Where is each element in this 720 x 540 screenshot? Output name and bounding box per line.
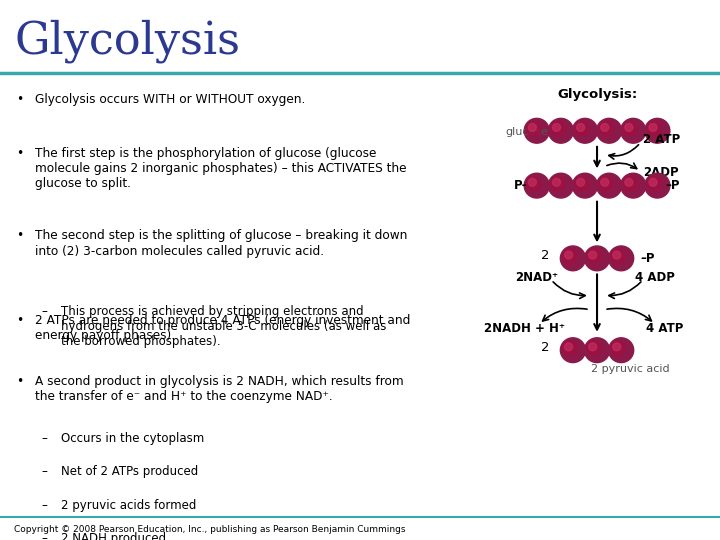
Text: The second step is the splitting of glucose – breaking it down
into (2) 3-carbon: The second step is the splitting of gluc…	[35, 230, 407, 258]
Circle shape	[585, 246, 610, 271]
Text: 2NAD⁺: 2NAD⁺	[516, 271, 558, 284]
Text: Glycolysis:: Glycolysis:	[557, 88, 637, 101]
Circle shape	[645, 118, 670, 143]
Circle shape	[599, 177, 613, 191]
Circle shape	[577, 178, 585, 186]
Text: Occurs in the cytoplasm: Occurs in the cytoplasm	[61, 432, 204, 445]
Circle shape	[528, 178, 536, 186]
Text: •: •	[16, 230, 23, 242]
Text: •: •	[16, 314, 23, 327]
Circle shape	[613, 251, 621, 259]
Circle shape	[621, 173, 646, 198]
Circle shape	[613, 343, 621, 351]
Circle shape	[564, 343, 572, 351]
Text: 2 NADH produced: 2 NADH produced	[61, 532, 166, 540]
Text: Glycolysis occurs WITH or WITHOUT oxygen.: Glycolysis occurs WITH or WITHOUT oxygen…	[35, 93, 305, 106]
Text: P–: P–	[514, 179, 528, 192]
Text: 2: 2	[541, 341, 549, 354]
Circle shape	[560, 246, 585, 271]
Text: 2: 2	[541, 249, 549, 262]
Circle shape	[552, 124, 560, 131]
Circle shape	[575, 177, 590, 191]
Circle shape	[563, 249, 577, 264]
Text: 4 ADP: 4 ADP	[635, 271, 675, 284]
Circle shape	[621, 118, 646, 143]
Text: •: •	[16, 93, 23, 106]
Text: Net of 2 ATPs produced: Net of 2 ATPs produced	[61, 465, 199, 478]
Circle shape	[625, 124, 633, 131]
Text: 2 pyruvic acids formed: 2 pyruvic acids formed	[61, 499, 197, 512]
Circle shape	[526, 177, 541, 191]
Circle shape	[589, 251, 597, 259]
Circle shape	[589, 343, 597, 351]
Circle shape	[623, 177, 638, 191]
Circle shape	[549, 173, 573, 198]
Text: Glycolysis: Glycolysis	[14, 19, 240, 63]
Text: –: –	[42, 305, 48, 318]
Circle shape	[597, 173, 621, 198]
Text: The first step is the phosphorylation of glucose (glucose
molecule gains 2 inorg: The first step is the phosphorylation of…	[35, 147, 406, 190]
Text: 2 ATP: 2 ATP	[643, 133, 680, 146]
Circle shape	[645, 173, 670, 198]
Circle shape	[608, 338, 634, 362]
Text: –P: –P	[641, 252, 655, 265]
Text: –: –	[42, 499, 48, 512]
Circle shape	[647, 122, 662, 136]
Circle shape	[649, 178, 657, 186]
Circle shape	[572, 118, 598, 143]
Circle shape	[587, 249, 601, 264]
Circle shape	[551, 122, 565, 136]
Circle shape	[526, 122, 541, 136]
Text: 2ADP: 2ADP	[643, 166, 678, 179]
Text: 2 ATPs are needed to produce 4 ATPs (energy investment and
energy payoff phases): 2 ATPs are needed to produce 4 ATPs (ene…	[35, 314, 410, 342]
Circle shape	[575, 122, 590, 136]
Circle shape	[528, 124, 536, 131]
Text: •: •	[16, 147, 23, 160]
Text: A second product in glycolysis is 2 NADH, which results from
the transfer of e⁻ : A second product in glycolysis is 2 NADH…	[35, 375, 403, 403]
Circle shape	[587, 341, 601, 355]
Text: This process is achieved by stripping electrons and
hydrogens from the unstable : This process is achieved by stripping el…	[61, 305, 387, 348]
Circle shape	[599, 122, 613, 136]
Text: –P: –P	[666, 179, 680, 192]
Circle shape	[597, 118, 621, 143]
Circle shape	[524, 118, 549, 143]
Circle shape	[608, 246, 634, 271]
Text: 2 pyruvic acid: 2 pyruvic acid	[590, 364, 670, 374]
Circle shape	[623, 122, 638, 136]
Text: •: •	[16, 375, 23, 388]
Circle shape	[524, 173, 549, 198]
Text: glucose: glucose	[505, 127, 549, 137]
Circle shape	[551, 177, 565, 191]
Circle shape	[560, 338, 585, 362]
Text: –: –	[42, 465, 48, 478]
Circle shape	[611, 249, 626, 264]
Text: 4 ATP: 4 ATP	[646, 322, 683, 335]
Circle shape	[649, 124, 657, 131]
Circle shape	[611, 341, 626, 355]
Text: 2NADH + H⁺: 2NADH + H⁺	[484, 322, 565, 335]
Circle shape	[585, 338, 610, 362]
Circle shape	[552, 178, 560, 186]
Circle shape	[549, 118, 573, 143]
Circle shape	[577, 124, 585, 131]
Circle shape	[563, 341, 577, 355]
Circle shape	[564, 251, 572, 259]
Circle shape	[625, 178, 633, 186]
Circle shape	[647, 177, 662, 191]
Circle shape	[600, 178, 608, 186]
Text: –: –	[42, 432, 48, 445]
Circle shape	[572, 173, 598, 198]
Circle shape	[600, 124, 608, 131]
Text: Copyright © 2008 Pearson Education, Inc., publishing as Pearson Benjamin Cumming: Copyright © 2008 Pearson Education, Inc.…	[14, 525, 406, 534]
Text: –: –	[42, 532, 48, 540]
